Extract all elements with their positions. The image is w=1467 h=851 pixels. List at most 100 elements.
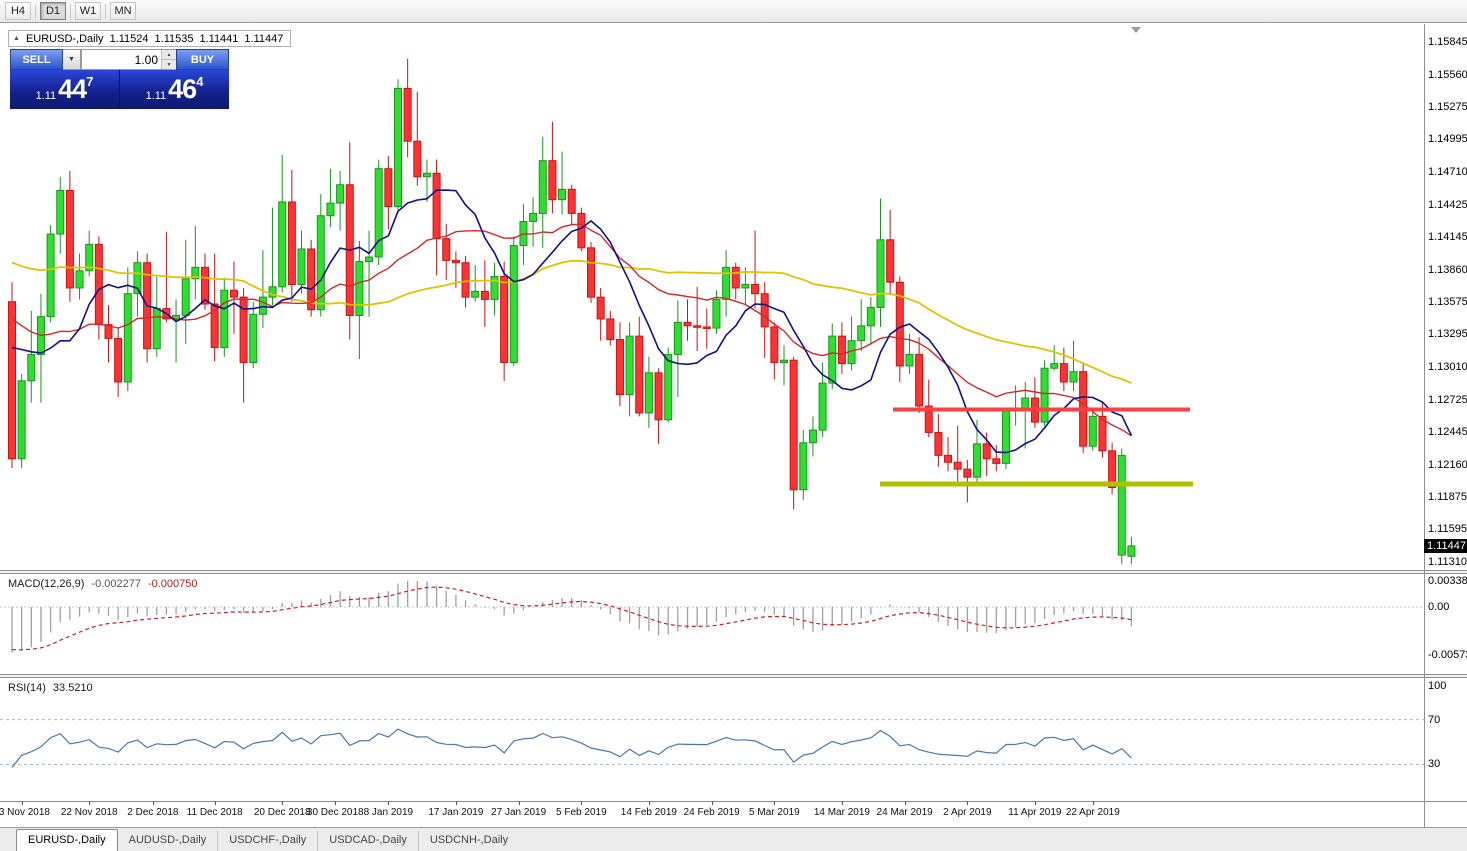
date-axis-label: 5 Feb 2019 xyxy=(556,807,607,818)
date-axis-tick xyxy=(774,801,776,805)
buy-price-prefix: 1.11 xyxy=(145,90,167,102)
macd-signal-line xyxy=(11,586,1132,651)
sell-price-display[interactable]: 1.11 44 7 xyxy=(10,70,120,109)
date-axis-label: 14 Mar 2019 xyxy=(813,807,870,818)
date-axis-label: 8 Jan 2019 xyxy=(363,807,414,818)
price-axis-label: 1.14995 xyxy=(1428,133,1467,146)
date-axis-tick xyxy=(152,801,154,805)
date-axis-label: 2 Dec 2018 xyxy=(127,807,179,818)
macd-histogram xyxy=(11,580,1133,653)
tab-usdcnh-daily[interactable]: USDCNH-,Daily xyxy=(417,831,519,851)
price-axis-label: 1.13010 xyxy=(1428,361,1467,374)
one-click-collapse-icon[interactable]: ▲ xyxy=(13,35,20,42)
volume-field: ▲ ▼ xyxy=(81,49,176,70)
date-axis-label: 11 Dec 2018 xyxy=(186,807,243,818)
macd-value-main: -0.002277 xyxy=(91,578,141,590)
date-axis-tick xyxy=(904,801,906,805)
date-axis-tick xyxy=(214,801,216,805)
sell-button[interactable]: SELL xyxy=(10,49,63,70)
tab-usdcad-daily[interactable]: USDCAD-,Daily xyxy=(317,831,418,851)
buy-price-pip: 4 xyxy=(196,74,204,89)
buy-price-big: 46 xyxy=(168,74,197,104)
rsi-label: RSI(14) 33.5210 xyxy=(8,682,93,694)
date-axis-label: 5 Mar 2019 xyxy=(749,807,800,818)
ohlc-low: 1.11441 xyxy=(199,32,239,45)
date-axis-border xyxy=(0,801,1467,802)
buy-price-display[interactable]: 1.11 46 4 xyxy=(120,70,229,109)
ohlc-open: 1.11524 xyxy=(109,32,149,45)
date-axis-label: 20 Dec 2018 xyxy=(253,807,311,818)
buy-button[interactable]: BUY xyxy=(176,49,229,70)
tab-usdchf-daily[interactable]: USDCHF-,Daily xyxy=(217,831,317,851)
macd-value-signal: -0.000750 xyxy=(147,578,198,590)
macd-axis-label: 0.003386 xyxy=(1428,575,1467,587)
date-axis-tick xyxy=(841,801,843,805)
price-axis-label: 1.11875 xyxy=(1428,491,1467,504)
date-axis-label: 30 Dec 2018 xyxy=(306,807,364,818)
price-axis-label: 1.13295 xyxy=(1428,328,1467,341)
volume-spinner-down[interactable]: ▼ xyxy=(162,60,176,69)
timeframe-d1-button[interactable]: D1 xyxy=(40,2,66,20)
date-axis-label: 2 Apr 2019 xyxy=(943,807,992,818)
toolbar-separator xyxy=(35,3,36,19)
date-axis-label: 17 Jan 2019 xyxy=(428,807,484,818)
one-click-trading-panel: SELL ▼ ▲ ▼ BUY 1.11 44 7 1.11 46 4 xyxy=(10,49,229,109)
price-chart[interactable] xyxy=(0,24,1424,570)
rsi-axis-label: 30 xyxy=(1428,758,1441,771)
macd-axis-label: 0.00 xyxy=(1428,601,1450,613)
price-axis-label: 1.14145 xyxy=(1428,230,1467,243)
timeframe-w1-button[interactable]: W1 xyxy=(75,2,101,20)
current-price-tag: 1.11447 xyxy=(1424,539,1467,554)
timeframe-mn-button[interactable]: MN xyxy=(110,2,136,20)
price-axis-label: 1.14710 xyxy=(1428,166,1467,179)
tab-audusd-daily[interactable]: AUDUSD-,Daily xyxy=(128,834,207,846)
date-axis-tick xyxy=(335,801,337,805)
volume-spinner-up[interactable]: ▲ xyxy=(162,50,176,60)
date-axis-tick xyxy=(21,801,23,805)
macd-axis-label: -0.005737 xyxy=(1428,649,1467,662)
rsi-axis-label: 100 xyxy=(1428,680,1447,692)
chart-tabs: EURUSD-,Daily AUDUSD-,Daily USDCHF-,Daily U… xyxy=(0,827,1467,851)
date-axis-tick xyxy=(967,801,969,805)
tab-eurusd-daily[interactable]: EURUSD-,Daily xyxy=(16,829,118,851)
date-axis-label: 27 Jan 2019 xyxy=(491,807,547,818)
price-axis-label: 1.15560 xyxy=(1428,68,1467,81)
volume-dropdown-button[interactable]: ▼ xyxy=(63,49,81,70)
macd-label: MACD(12,26,9) -0.002277 -0.000750 xyxy=(8,578,198,590)
candles-layer xyxy=(8,58,1136,565)
date-axis-tick xyxy=(455,801,457,805)
volume-input[interactable] xyxy=(82,50,176,69)
date-axis-label: 13 Nov 2018 xyxy=(0,807,50,818)
ohlc-high: 1.11535 xyxy=(154,32,194,45)
date-axis-label: 14 Feb 2019 xyxy=(620,807,677,818)
price-axis-label: 1.11595 xyxy=(1428,523,1467,536)
date-axis-tick xyxy=(648,801,650,805)
date-axis-tick xyxy=(282,801,284,805)
price-axis-label: 1.13575 xyxy=(1428,296,1467,309)
date-axis-tick xyxy=(388,801,390,805)
pane-splitter[interactable] xyxy=(0,674,1467,678)
rsi-name: RSI(14) xyxy=(8,682,46,694)
timeframe-h4-button[interactable]: H4 xyxy=(5,2,31,20)
chart-symbol-label: EURUSD-,Daily xyxy=(25,32,104,45)
rsi-value: 33.5210 xyxy=(52,682,93,694)
price-axis-border xyxy=(1424,24,1425,827)
macd-indicator-pane[interactable] xyxy=(0,574,1424,674)
sell-price-pip: 7 xyxy=(86,74,94,89)
pane-splitter[interactable] xyxy=(0,570,1467,574)
price-axis-label: 1.12445 xyxy=(1428,425,1467,438)
date-axis-tick xyxy=(1034,801,1036,805)
price-axis-label: 1.15845 xyxy=(1428,36,1467,48)
rsi-indicator-pane[interactable] xyxy=(0,678,1424,801)
date-axis-tick xyxy=(1092,801,1094,805)
ma-mid-line xyxy=(11,223,1132,437)
ohlc-info-bar: ▲ EURUSD-,Daily 1.11524 1.11535 1.11441 … xyxy=(8,30,292,47)
price-axis-label: 1.15275 xyxy=(1428,101,1467,114)
date-axis-tick xyxy=(581,801,583,805)
date-axis-tick xyxy=(89,801,91,805)
ma-fast-line xyxy=(11,189,1133,454)
date-axis-tick xyxy=(711,801,713,805)
price-axis-label: 1.12725 xyxy=(1428,393,1467,406)
price-axis-label: 1.11310 xyxy=(1428,556,1467,568)
chart-shift-marker[interactable] xyxy=(1131,27,1141,33)
